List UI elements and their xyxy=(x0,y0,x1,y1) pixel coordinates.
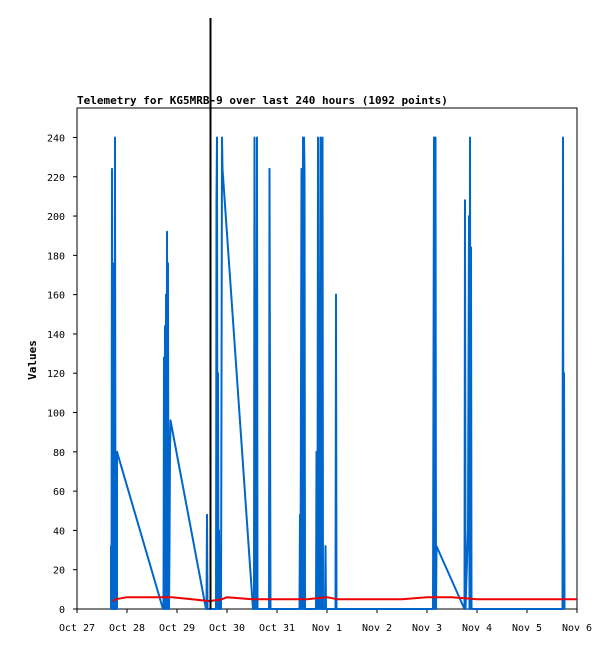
y-tick-label: 80 xyxy=(53,448,65,459)
y-axis-label: Values xyxy=(26,340,39,380)
x-tick-label: Nov 6 xyxy=(562,623,592,634)
plot-area-border xyxy=(76,107,578,610)
x-tick-label: Nov 3 xyxy=(412,623,442,634)
y-tick-label: 120 xyxy=(47,369,65,380)
x-tick-label: Oct 30 xyxy=(209,623,245,634)
chart-title: Telemetry for KG5MRB-9 over last 240 hou… xyxy=(77,94,448,107)
series-line-1 xyxy=(110,136,566,610)
x-tick-label: Oct 29 xyxy=(159,623,195,634)
y-tick-label: 180 xyxy=(47,251,65,262)
y-tick-label: 20 xyxy=(53,566,65,577)
y-tick-label: 240 xyxy=(47,133,65,144)
x-tick-label: Nov 1 xyxy=(312,623,342,634)
y-tick-label: 0 xyxy=(59,605,65,616)
y-tick-label: 40 xyxy=(53,526,65,537)
x-tick-label: Nov 4 xyxy=(462,623,492,634)
y-tick-label: 200 xyxy=(47,212,65,223)
x-tick-label: Nov 2 xyxy=(362,623,392,634)
y-tick-label: 160 xyxy=(47,291,65,302)
x-tick-label: Nov 5 xyxy=(512,623,542,634)
x-tick-label: Oct 27 xyxy=(59,623,95,634)
y-tick-label: 60 xyxy=(53,487,65,498)
x-tick-label: Oct 31 xyxy=(259,623,295,634)
y-tick-label: 220 xyxy=(47,173,65,184)
x-tick-label: Oct 28 xyxy=(109,623,145,634)
y-tick-label: 100 xyxy=(47,409,65,420)
y-tick-label: 140 xyxy=(47,330,65,341)
series-line-2 xyxy=(112,596,577,603)
